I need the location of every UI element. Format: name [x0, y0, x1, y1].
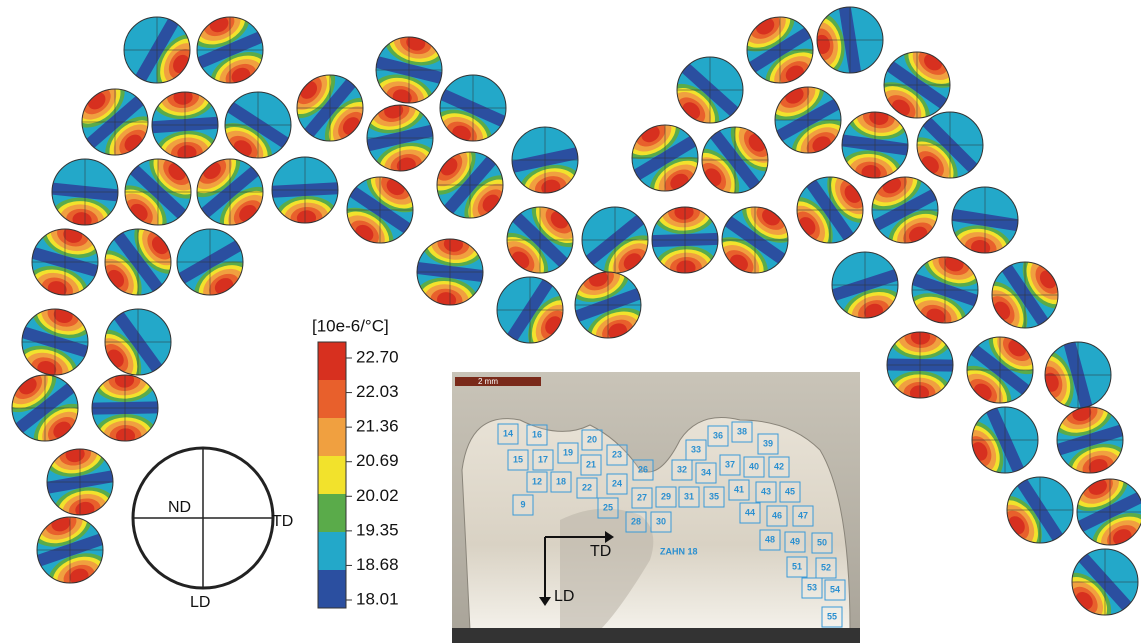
pole-figure: [886, 314, 954, 415]
region-label: 39: [763, 438, 773, 448]
colorbar-label: 20.02: [356, 486, 399, 505]
pole-field: [484, 264, 590, 365]
colorbar-label: 22.03: [356, 382, 399, 401]
region-label: 30: [656, 516, 666, 526]
region-label: 21: [586, 459, 596, 469]
region-label: 12: [532, 476, 542, 486]
region-label: 28: [631, 516, 641, 526]
pole-figure: [325, 150, 436, 270]
region-label: 19: [563, 447, 573, 457]
region-label: 14: [503, 428, 513, 438]
sample-label: ZAHN 18: [660, 546, 698, 556]
pole-figure: [506, 121, 588, 216]
region-label: 31: [684, 491, 694, 501]
region-label: 34: [701, 467, 711, 477]
region-label: 22: [582, 482, 592, 492]
scale-bar: [455, 377, 541, 386]
region-label: 33: [691, 444, 701, 454]
region-label: 38: [737, 426, 747, 436]
region-label: 47: [798, 510, 808, 520]
region-label: 45: [785, 486, 795, 496]
nd-label: ND: [168, 499, 191, 516]
region-label: 9: [520, 499, 525, 509]
td-axis-label: TD: [590, 543, 611, 560]
colorbar-unit: [10e-6/°C]: [312, 316, 389, 335]
pole-figure: [1021, 335, 1118, 420]
pole-pattern: [946, 396, 1049, 490]
region-label: 52: [821, 562, 831, 572]
region-label: 48: [765, 534, 775, 544]
pole-field: [980, 464, 1086, 565]
region-label: 20: [587, 434, 597, 444]
region-label: 46: [772, 510, 782, 520]
colorbar-swatch: [318, 456, 346, 495]
td-label: TD: [272, 513, 293, 530]
colorbar-label: 18.01: [356, 589, 399, 608]
pole-figure: [484, 264, 590, 365]
pole-figure: [270, 155, 340, 241]
pole-figure: [946, 396, 1049, 490]
region-label: 24: [612, 478, 622, 488]
photo-base: [452, 628, 860, 643]
pole-figure: [411, 218, 489, 325]
region-label: 43: [761, 486, 771, 496]
pole-figure: [650, 189, 719, 291]
sample-photo: 2 mm ZAHN 18 TD LD 14 16 20 15 17 19 21 23 12 18 2…: [452, 372, 860, 643]
pole-figure: [165, 217, 264, 322]
colorbar-swatch: [318, 418, 346, 457]
region-label: 23: [612, 449, 622, 459]
scale-label: 2 mm: [478, 377, 498, 386]
region-label: 53: [807, 582, 817, 592]
pole-field: [823, 243, 911, 342]
region-label: 25: [603, 502, 613, 512]
colorbar-label: 22.70: [356, 347, 399, 366]
region-label: 50: [817, 537, 827, 547]
colorbar: [10e-6/°C] 22.70 22.03 21.36 20.69 20.02 19.3…: [312, 316, 399, 608]
region-label: 16: [532, 429, 542, 439]
pole-figure: [980, 464, 1086, 565]
colorbar-label: 21.36: [356, 417, 399, 436]
region-label: 32: [677, 464, 687, 474]
pole-figure: [1046, 535, 1141, 640]
region-label: 29: [661, 491, 671, 501]
region-label: 36: [713, 430, 723, 440]
ld-axis-label: LD: [554, 588, 574, 605]
pole-pattern: [506, 121, 588, 216]
region-label: 44: [745, 507, 755, 517]
region-label: 54: [830, 584, 840, 594]
pole-figure: [823, 243, 911, 342]
pole-field: [165, 217, 264, 322]
region-label: 55: [827, 611, 837, 621]
region-label: 15: [513, 454, 523, 464]
ld-label: LD: [190, 594, 210, 611]
region-label: 40: [749, 461, 759, 471]
pole-field: [946, 396, 1049, 490]
pole-figure: [965, 240, 1085, 351]
pole-field: [506, 121, 588, 216]
region-label: 41: [734, 484, 744, 494]
colorbar-swatch: [318, 570, 346, 609]
pole-pattern: [165, 217, 264, 322]
figure: ND TD LD [10e-6/°C] 22.70 22.03 21.36 20.69…: [0, 0, 1141, 643]
region-label: 35: [709, 491, 719, 501]
colorbar-swatch: [318, 380, 346, 419]
region-label: 49: [790, 536, 800, 546]
region-label: 18: [556, 476, 566, 486]
reference-frame: ND TD LD: [133, 448, 293, 611]
colorbar-swatch: [318, 532, 346, 571]
colorbar-label: 19.35: [356, 520, 399, 539]
region-label: 26: [638, 464, 648, 474]
region-label: 17: [538, 454, 548, 464]
region-label: 27: [637, 492, 647, 502]
pole-pattern: [823, 243, 911, 342]
pole-pattern: [980, 464, 1086, 565]
region-label: 42: [774, 461, 784, 471]
colorbar-swatch: [318, 494, 346, 533]
colorbar-label: 18.68: [356, 555, 399, 574]
region-label: 51: [792, 561, 802, 571]
colorbar-label: 20.69: [356, 451, 399, 470]
colorbar-swatch: [318, 342, 346, 381]
pole-pattern: [484, 264, 590, 365]
region-label: 37: [725, 459, 735, 469]
